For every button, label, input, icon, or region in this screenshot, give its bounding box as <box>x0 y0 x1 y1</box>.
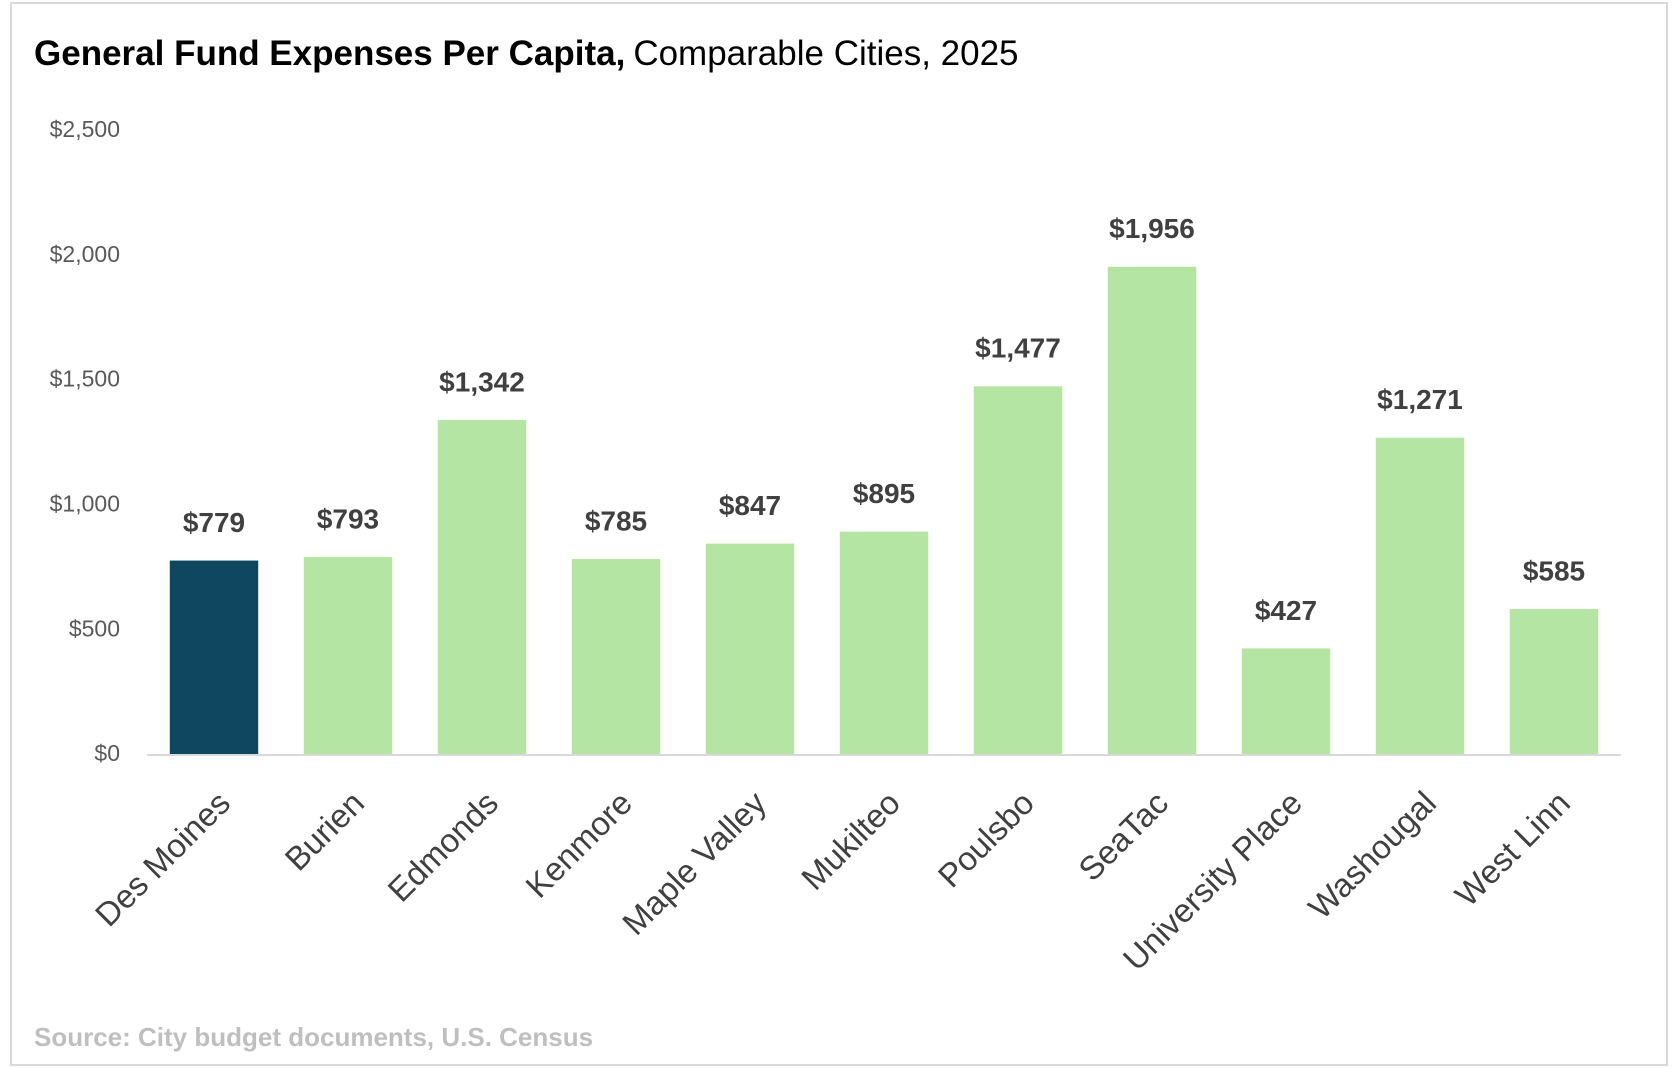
bar <box>571 559 661 755</box>
bar <box>169 560 259 755</box>
data-label: $779 <box>183 507 245 538</box>
bar <box>839 531 929 755</box>
y-tick-label: $2,500 <box>50 116 120 142</box>
y-tick-label: $1,500 <box>50 366 120 392</box>
title-bold: General Fund Expenses Per Capita, <box>34 34 625 73</box>
y-tick-label: $0 <box>94 740 120 766</box>
bar <box>1509 608 1599 755</box>
chart-title: General Fund Expenses Per Capita, Compara… <box>34 34 1019 73</box>
data-label: $895 <box>853 478 915 509</box>
title-rest: Comparable Cities, 2025 <box>633 34 1018 73</box>
data-label: $1,477 <box>975 333 1061 364</box>
bar <box>1241 648 1331 755</box>
bar <box>973 386 1063 755</box>
bar <box>303 557 393 755</box>
bar <box>705 543 795 755</box>
data-label: $585 <box>1523 555 1585 586</box>
data-label: $1,342 <box>439 366 525 397</box>
bar <box>437 420 527 755</box>
data-label: $1,271 <box>1377 384 1463 415</box>
bar <box>1107 266 1197 755</box>
data-label: $1,956 <box>1109 213 1195 244</box>
source-note: Source: City budget documents, U.S. Cens… <box>34 1022 593 1052</box>
data-label: $847 <box>719 490 781 521</box>
y-tick-label: $2,000 <box>50 241 120 267</box>
data-label: $793 <box>317 503 379 534</box>
bar <box>1375 437 1465 755</box>
data-label: $785 <box>585 505 647 536</box>
y-tick-label: $500 <box>69 615 120 641</box>
y-tick-label: $1,000 <box>50 490 120 516</box>
data-label: $427 <box>1255 595 1317 626</box>
